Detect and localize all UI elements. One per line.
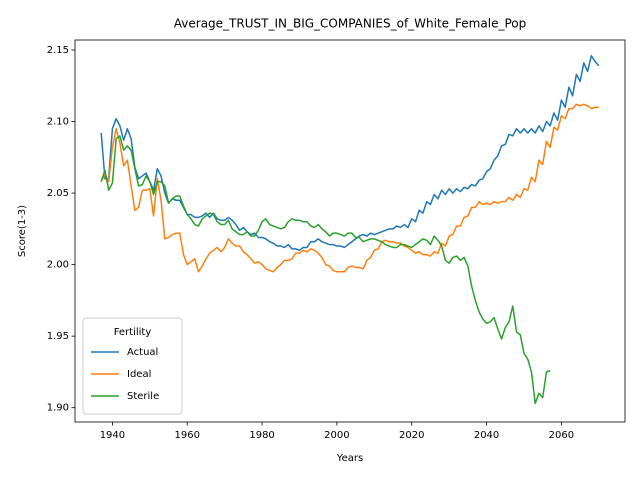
chart-title: Average_TRUST_IN_BIG_COMPANIES_of_White_… [174, 17, 526, 31]
x-tick-label: 2020 [399, 430, 424, 441]
legend-label: Ideal [127, 369, 151, 380]
legend-title: Fertility [114, 327, 152, 338]
y-tick-label: 1.90 [47, 403, 69, 414]
y-axis-label: Score(1-3) [17, 205, 28, 257]
series-line [100, 103, 599, 273]
legend-box [82, 317, 183, 415]
legend-label: Sterile [127, 391, 159, 402]
series-line [100, 135, 551, 405]
x-tick-label: 2000 [324, 430, 349, 441]
legend: Fertility Actual Ideal Sterile [82, 317, 183, 415]
legend-label: Actual [127, 347, 158, 358]
y-tick-label: 2.10 [47, 117, 69, 128]
x-tick-label: 1980 [249, 430, 274, 441]
x-tick-label: 1940 [100, 430, 125, 441]
y-tick-label: 2.00 [47, 260, 69, 271]
x-axis-label: Years [336, 453, 363, 464]
y-tick-label: 2.15 [47, 45, 69, 56]
x-tick-label: 2040 [474, 430, 499, 441]
x-tick-label: 2060 [549, 430, 574, 441]
axes-frame [74, 39, 626, 423]
y-tick-label: 1.95 [47, 331, 69, 342]
x-tick-label: 1960 [175, 430, 200, 441]
y-tick-label: 2.05 [47, 188, 69, 199]
